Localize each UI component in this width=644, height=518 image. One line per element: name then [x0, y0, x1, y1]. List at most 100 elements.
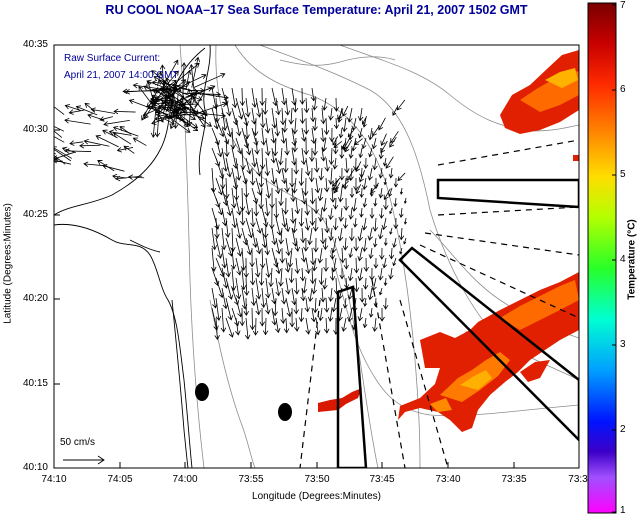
current-arrow: [341, 141, 347, 150]
current-arrow: [328, 107, 334, 121]
current-arrow: [300, 227, 306, 244]
current-arrow: [344, 157, 350, 174]
current-arrow: [372, 217, 379, 232]
current-arrow: [333, 182, 341, 194]
current-arrow: [258, 187, 264, 210]
current-arrow: [347, 287, 353, 300]
current-arrow: [275, 157, 282, 175]
current-arrow: [108, 129, 132, 136]
current-arrow: [369, 267, 375, 281]
current-arrow: [323, 317, 330, 334]
current-arrow: [231, 307, 240, 327]
current-arrow: [191, 96, 196, 106]
current-arrow: [255, 97, 262, 118]
current-arrow: [322, 97, 328, 111]
current-arrow: [265, 177, 272, 199]
current-arrow: [153, 76, 175, 89]
current-arrow: [317, 187, 324, 202]
current-arrow: [90, 107, 116, 114]
current-arrow: [304, 197, 310, 216]
current-arrow: [231, 187, 237, 209]
current-arrow: [294, 317, 300, 332]
current-arrow: [243, 257, 249, 278]
current-arrow: [264, 117, 271, 134]
current-arrow: [288, 107, 294, 125]
current-arrow: [252, 317, 259, 336]
current-arrow: [231, 167, 239, 191]
current-arrow: [348, 147, 354, 159]
current-arrow: [403, 217, 408, 225]
current-arrow: [220, 167, 226, 190]
legend-current-label: Raw Surface Current:: [64, 53, 161, 64]
current-arrow: [333, 97, 340, 112]
current-arrow: [243, 177, 250, 199]
current-arrow: [329, 247, 336, 260]
x-tick-label: 74:05: [107, 474, 133, 485]
current-arrow: [239, 307, 245, 327]
current-arrow: [382, 257, 388, 269]
colorbar: [587, 2, 617, 514]
current-arrow: [211, 267, 220, 287]
current-arrow: [235, 297, 243, 318]
colorbar-tick-label: 2: [620, 424, 626, 435]
current-arrow: [372, 317, 378, 333]
current-arrow: [284, 257, 291, 273]
current-arrow: [403, 237, 407, 245]
current-arrow: [314, 157, 320, 173]
current-arrow: [211, 287, 218, 309]
current-arrow: [221, 147, 229, 172]
current-arrow: [274, 117, 281, 137]
current-arrow: [54, 106, 65, 115]
current-arrow: [396, 99, 406, 111]
colorbar-tick-label: 7: [620, 0, 626, 11]
current-arrow: [161, 101, 200, 107]
y-tick-label: 40:35: [22, 39, 48, 50]
current-arrow: [235, 157, 242, 181]
current-arrow: [311, 257, 318, 272]
current-arrow: [230, 247, 237, 270]
current-arrow: [388, 187, 393, 198]
current-arrow: [332, 157, 338, 170]
x-tick-label: 73:55: [238, 474, 264, 485]
current-arrow: [215, 177, 224, 196]
current-arrow: [337, 108, 344, 121]
current-arrow: [64, 118, 91, 125]
current-arrow: [338, 207, 344, 222]
current-arrow: [285, 277, 291, 295]
current-arrow: [343, 257, 349, 270]
current-arrow: [362, 237, 368, 253]
current-arrow: [324, 177, 330, 193]
current-arrow: [303, 117, 310, 135]
current-arrow: [361, 116, 368, 125]
current-arrow: [303, 137, 309, 156]
current-arrow: [235, 277, 242, 300]
x-tick-label: 73:35: [501, 474, 527, 485]
current-arrow: [362, 177, 368, 191]
y-tick-label: 40:10: [22, 462, 48, 473]
current-arrow: [115, 175, 143, 182]
current-arrow: [315, 317, 321, 336]
current-arrow: [403, 197, 407, 204]
current-arrow: [373, 197, 378, 207]
current-arrow: [155, 114, 175, 125]
current-arrow: [150, 110, 157, 138]
current-arrow: [181, 95, 199, 115]
current-arrow: [241, 167, 248, 185]
current-arrow: [331, 257, 337, 273]
current-arrow: [397, 172, 406, 182]
current-arrow: [341, 180, 349, 189]
current-arrow: [300, 147, 307, 166]
current-arrow: [351, 137, 357, 152]
x-tick-label: 73:45: [369, 474, 395, 485]
current-arrow: [322, 237, 329, 251]
current-arrow: [225, 257, 231, 278]
current-arrow: [347, 267, 354, 282]
current-arrow: [99, 116, 114, 122]
current-arrow: [293, 157, 299, 175]
current-arrow: [83, 139, 110, 147]
current-arrow: [307, 287, 314, 303]
current-arrow: [359, 207, 364, 218]
current-arrow: [341, 317, 347, 332]
current-arrow: [378, 147, 384, 160]
current-arrow: [275, 237, 282, 255]
